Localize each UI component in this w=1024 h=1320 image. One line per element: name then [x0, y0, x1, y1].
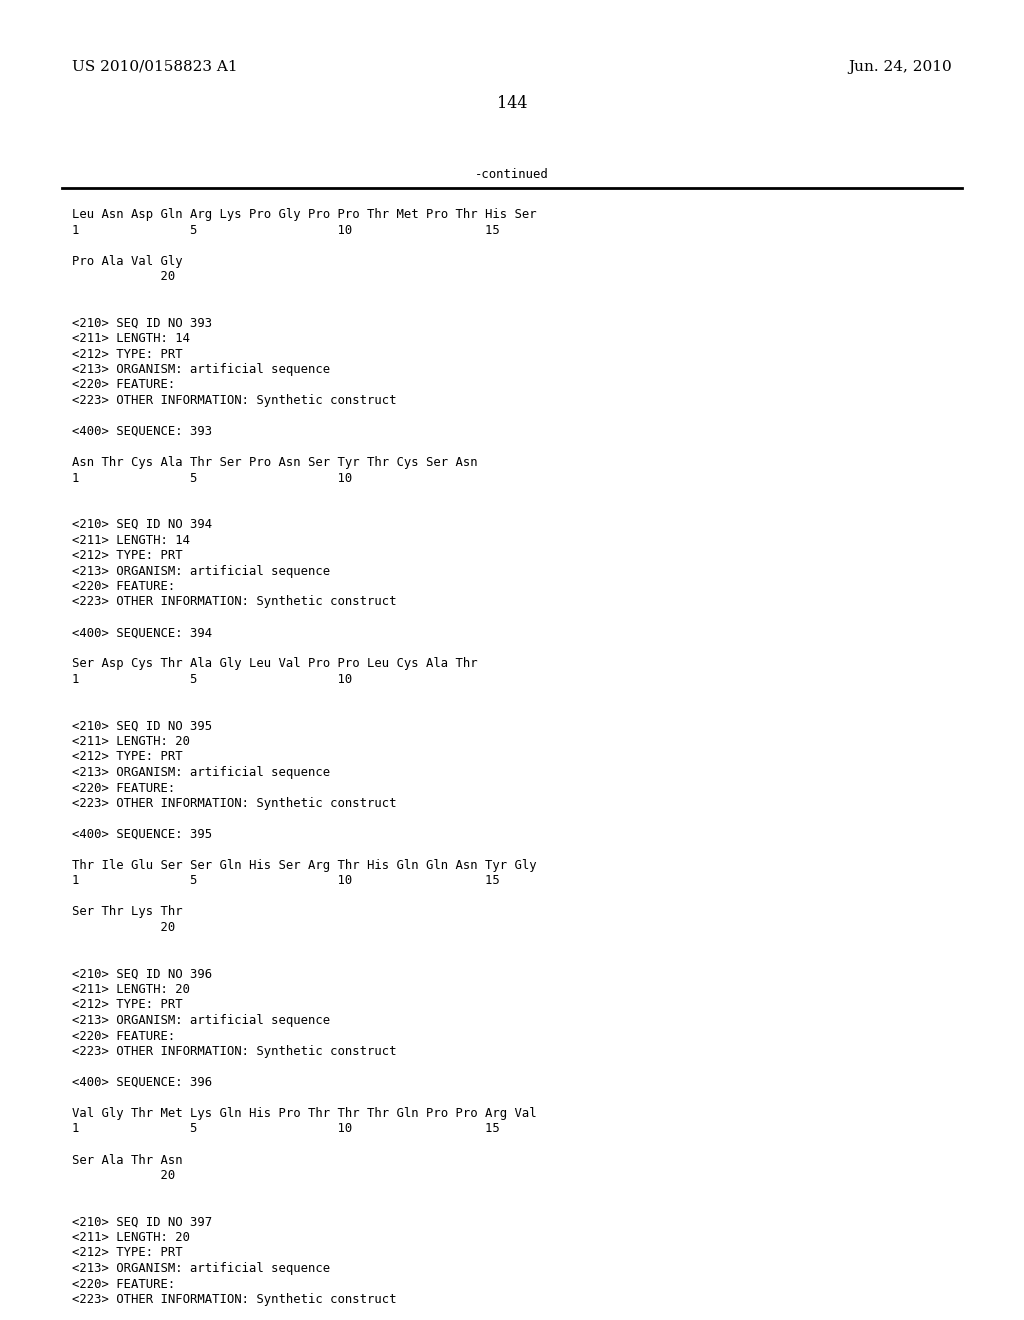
Text: <400> SEQUENCE: 396: <400> SEQUENCE: 396 [72, 1076, 212, 1089]
Text: 20: 20 [72, 271, 175, 282]
Text: <220> FEATURE:: <220> FEATURE: [72, 579, 175, 593]
Text: <213> ORGANISM: artificial sequence: <213> ORGANISM: artificial sequence [72, 766, 330, 779]
Text: 1               5                   10                  15: 1 5 10 15 [72, 874, 500, 887]
Text: Pro Ala Val Gly: Pro Ala Val Gly [72, 255, 182, 268]
Text: <211> LENGTH: 20: <211> LENGTH: 20 [72, 1232, 190, 1243]
Text: <223> OTHER INFORMATION: Synthetic construct: <223> OTHER INFORMATION: Synthetic const… [72, 595, 396, 609]
Text: Ser Asp Cys Thr Ala Gly Leu Val Pro Pro Leu Cys Ala Thr: Ser Asp Cys Thr Ala Gly Leu Val Pro Pro … [72, 657, 477, 671]
Text: <223> OTHER INFORMATION: Synthetic construct: <223> OTHER INFORMATION: Synthetic const… [72, 1294, 396, 1305]
Text: <212> TYPE: PRT: <212> TYPE: PRT [72, 998, 182, 1011]
Text: <212> TYPE: PRT: <212> TYPE: PRT [72, 549, 182, 562]
Text: <210> SEQ ID NO 397: <210> SEQ ID NO 397 [72, 1216, 212, 1229]
Text: <211> LENGTH: 20: <211> LENGTH: 20 [72, 735, 190, 748]
Text: US 2010/0158823 A1: US 2010/0158823 A1 [72, 59, 238, 74]
Text: <220> FEATURE:: <220> FEATURE: [72, 1030, 175, 1043]
Text: Leu Asn Asp Gln Arg Lys Pro Gly Pro Pro Thr Met Pro Thr His Ser: Leu Asn Asp Gln Arg Lys Pro Gly Pro Pro … [72, 209, 537, 220]
Text: <213> ORGANISM: artificial sequence: <213> ORGANISM: artificial sequence [72, 565, 330, 578]
Text: <211> LENGTH: 14: <211> LENGTH: 14 [72, 333, 190, 345]
Text: <212> TYPE: PRT: <212> TYPE: PRT [72, 751, 182, 763]
Text: <220> FEATURE:: <220> FEATURE: [72, 379, 175, 392]
Text: 1               5                   10                  15: 1 5 10 15 [72, 1122, 500, 1135]
Text: Asn Thr Cys Ala Thr Ser Pro Asn Ser Tyr Thr Cys Ser Asn: Asn Thr Cys Ala Thr Ser Pro Asn Ser Tyr … [72, 455, 477, 469]
Text: -continued: -continued [475, 168, 549, 181]
Text: <211> LENGTH: 20: <211> LENGTH: 20 [72, 983, 190, 997]
Text: 20: 20 [72, 1170, 175, 1181]
Text: <210> SEQ ID NO 393: <210> SEQ ID NO 393 [72, 317, 212, 330]
Text: Ser Thr Lys Thr: Ser Thr Lys Thr [72, 906, 182, 919]
Text: <210> SEQ ID NO 394: <210> SEQ ID NO 394 [72, 517, 212, 531]
Text: 1               5                   10                  15: 1 5 10 15 [72, 223, 500, 236]
Text: <212> TYPE: PRT: <212> TYPE: PRT [72, 1246, 182, 1259]
Text: <220> FEATURE:: <220> FEATURE: [72, 1278, 175, 1291]
Text: 20: 20 [72, 921, 175, 935]
Text: <400> SEQUENCE: 394: <400> SEQUENCE: 394 [72, 627, 212, 639]
Text: Val Gly Thr Met Lys Gln His Pro Thr Thr Thr Gln Pro Pro Arg Val: Val Gly Thr Met Lys Gln His Pro Thr Thr … [72, 1107, 537, 1119]
Text: 1               5                   10: 1 5 10 [72, 471, 352, 484]
Text: <210> SEQ ID NO 395: <210> SEQ ID NO 395 [72, 719, 212, 733]
Text: Thr Ile Glu Ser Ser Gln His Ser Arg Thr His Gln Gln Asn Tyr Gly: Thr Ile Glu Ser Ser Gln His Ser Arg Thr … [72, 859, 537, 873]
Text: <223> OTHER INFORMATION: Synthetic construct: <223> OTHER INFORMATION: Synthetic const… [72, 393, 396, 407]
Text: 1               5                   10: 1 5 10 [72, 673, 352, 686]
Text: <211> LENGTH: 14: <211> LENGTH: 14 [72, 533, 190, 546]
Text: Ser Ala Thr Asn: Ser Ala Thr Asn [72, 1154, 182, 1167]
Text: <213> ORGANISM: artificial sequence: <213> ORGANISM: artificial sequence [72, 363, 330, 376]
Text: <213> ORGANISM: artificial sequence: <213> ORGANISM: artificial sequence [72, 1014, 330, 1027]
Text: <400> SEQUENCE: 393: <400> SEQUENCE: 393 [72, 425, 212, 438]
Text: Jun. 24, 2010: Jun. 24, 2010 [848, 59, 952, 74]
Text: <210> SEQ ID NO 396: <210> SEQ ID NO 396 [72, 968, 212, 981]
Text: <213> ORGANISM: artificial sequence: <213> ORGANISM: artificial sequence [72, 1262, 330, 1275]
Text: <400> SEQUENCE: 395: <400> SEQUENCE: 395 [72, 828, 212, 841]
Text: <220> FEATURE:: <220> FEATURE: [72, 781, 175, 795]
Text: 144: 144 [497, 95, 527, 112]
Text: <212> TYPE: PRT: <212> TYPE: PRT [72, 347, 182, 360]
Text: <223> OTHER INFORMATION: Synthetic construct: <223> OTHER INFORMATION: Synthetic const… [72, 1045, 396, 1059]
Text: <223> OTHER INFORMATION: Synthetic construct: <223> OTHER INFORMATION: Synthetic const… [72, 797, 396, 810]
